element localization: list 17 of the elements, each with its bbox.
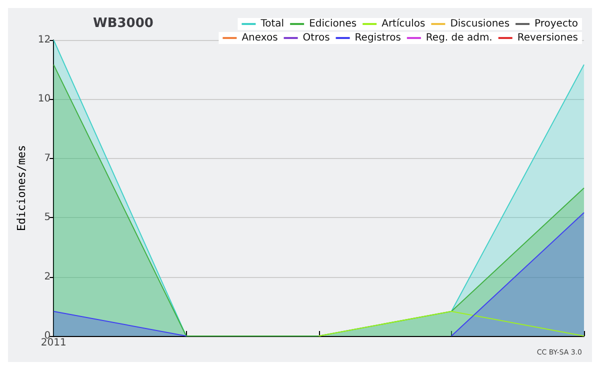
y-tick-label: 2 [44, 271, 51, 282]
y-tick-label: 5 [44, 212, 51, 224]
legend-label: Reversiones [517, 32, 578, 44]
y-tick-label: 10 [38, 94, 51, 105]
legend-label: Discusiones [450, 18, 510, 30]
y-axis-title: Ediciones/mes [15, 144, 28, 232]
legend-label: Reg. de adm. [426, 32, 492, 44]
legend-label: Artículos [382, 18, 426, 30]
y-tick-label: 7 [44, 152, 51, 164]
chart-title: WB3000 [93, 16, 154, 31]
legend-label: Anexos [242, 32, 278, 44]
legend-label: Otros [302, 32, 330, 44]
legend-label: Ediciones [309, 18, 357, 30]
y-tick-label: 12 [38, 34, 51, 46]
legend-label: Proyecto [534, 18, 578, 30]
legend-label: Total [260, 18, 284, 30]
legend-label: Registros [354, 32, 401, 44]
